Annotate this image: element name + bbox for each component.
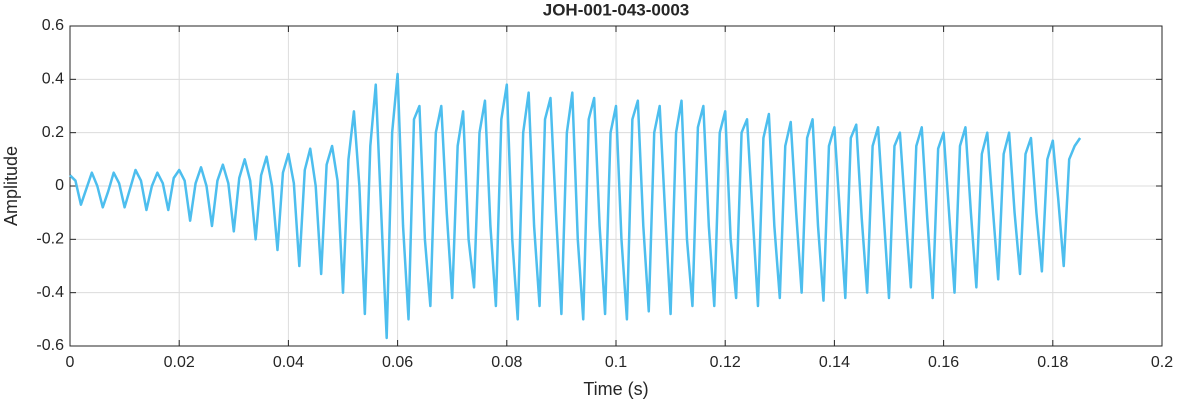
x-tick-label: 0.18 bbox=[1037, 354, 1068, 371]
y-tick-label: 0.2 bbox=[42, 124, 64, 141]
x-axis-label: Time (s) bbox=[583, 379, 648, 399]
waveform-line bbox=[69, 72, 1082, 340]
x-tick-label: 0.16 bbox=[928, 354, 959, 371]
x-tick-label: 0.02 bbox=[164, 354, 195, 371]
x-tick-label: 0.12 bbox=[710, 354, 741, 371]
y-tick-label: 0.6 bbox=[42, 17, 64, 34]
x-tick-label: 0.06 bbox=[382, 354, 413, 371]
y-tick-label: 0 bbox=[55, 177, 64, 194]
x-tick-label: 0.04 bbox=[273, 354, 304, 371]
y-tick-label: -0.2 bbox=[36, 231, 64, 248]
y-tick-label: -0.6 bbox=[36, 337, 64, 354]
x-tick-label: 0.14 bbox=[819, 354, 850, 371]
plot-frame bbox=[69, 25, 1163, 347]
x-tick-label: 0.1 bbox=[605, 354, 627, 371]
x-tick-label: 0 bbox=[66, 354, 75, 371]
y-axis-label: Amplitude bbox=[1, 146, 21, 226]
y-tick-label: 0.4 bbox=[42, 71, 64, 88]
y-tick-label: -0.4 bbox=[36, 284, 64, 301]
x-tick-label: 0.08 bbox=[491, 354, 522, 371]
chart-title: JOH-001-043-0003 bbox=[543, 0, 689, 19]
x-tick-label: 0.2 bbox=[1151, 354, 1173, 371]
